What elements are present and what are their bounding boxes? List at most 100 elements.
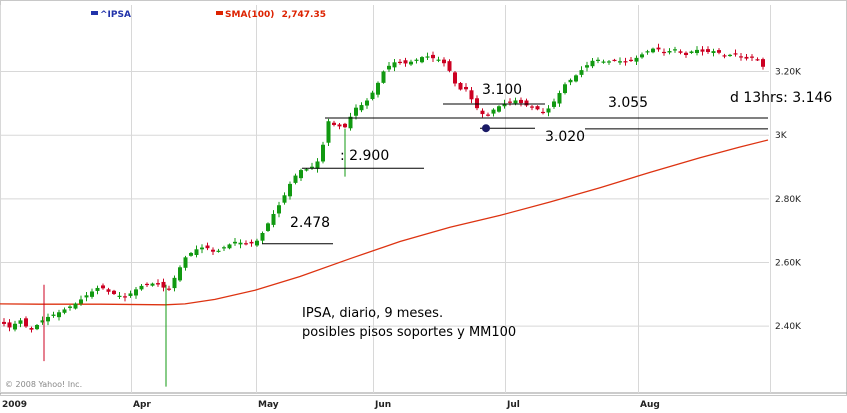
candle-up — [409, 61, 413, 65]
candle-up — [359, 105, 364, 111]
candle-down — [167, 288, 171, 290]
candle-down — [744, 56, 749, 59]
candle-down — [343, 123, 347, 128]
support-3020-label: 3.020 — [545, 129, 585, 145]
candle-up — [365, 100, 369, 106]
candle-up — [590, 60, 595, 67]
candle-up — [128, 293, 133, 296]
candle-up — [189, 252, 193, 256]
x-tick-label: Aug — [640, 400, 660, 410]
candle-up — [634, 57, 639, 62]
candle-up — [370, 92, 375, 99]
candle-up — [51, 314, 56, 316]
candle-up — [601, 61, 606, 63]
candle-down — [486, 114, 490, 116]
candle-up — [552, 101, 556, 107]
candle-up — [579, 70, 584, 75]
y-tick-label: 2.80K — [775, 195, 802, 205]
candle-up — [557, 93, 562, 104]
candle-down — [205, 245, 210, 249]
candle-up — [513, 100, 518, 104]
candle-up — [695, 49, 699, 54]
annotations: 2.478 : 2.900 3.100 3.055 3.020 d 13hrs:… — [5, 82, 832, 389]
candle-up — [288, 183, 292, 197]
candle-up — [79, 299, 83, 304]
candle-down — [244, 243, 248, 245]
candle-up — [233, 241, 237, 244]
candle-up — [200, 247, 204, 250]
candle-up — [68, 306, 72, 308]
candle-up — [150, 283, 155, 286]
intraday-3146-label: d 13hrs: 3.146 — [730, 90, 832, 106]
candle-down — [722, 55, 727, 57]
candle-up — [387, 65, 391, 70]
candle-up — [13, 323, 17, 330]
candle-down — [442, 59, 446, 64]
candle-down — [684, 52, 688, 56]
candle-down — [755, 59, 760, 61]
candle-up — [546, 108, 551, 113]
candle-down — [332, 122, 336, 125]
candle-down — [475, 98, 479, 109]
candle-down — [447, 61, 452, 71]
candle-down — [2, 321, 6, 324]
candle-up — [172, 277, 177, 289]
y-tick-label: 2.40K — [775, 322, 802, 332]
candle-up — [376, 82, 380, 95]
support-3100-label: 3.100 — [482, 82, 522, 98]
candle-up — [134, 289, 138, 296]
sma-legend-swatch — [216, 11, 223, 15]
copyright-text: © 2008 Yahoo! Inc. — [5, 380, 82, 389]
candle-down — [112, 290, 116, 295]
x-tick-label: 2009 — [2, 400, 27, 410]
candle-down — [629, 59, 633, 62]
candle-down — [29, 328, 34, 330]
candle-up — [216, 250, 221, 252]
candle-up — [18, 320, 23, 324]
candle-down — [156, 283, 160, 285]
support-2478-label: 2.478 — [290, 215, 330, 231]
candle-up — [238, 242, 243, 245]
candle-up — [222, 247, 226, 249]
candle-down — [403, 60, 408, 64]
support-lines — [262, 103, 768, 245]
candle-up — [282, 195, 287, 203]
candle-down — [717, 50, 721, 53]
chart-note-line2: posibles pisos soportes y MM100 — [302, 325, 516, 340]
candle-down — [453, 72, 457, 84]
candle-up — [304, 169, 309, 171]
candle-down — [541, 111, 545, 114]
candle-down — [161, 281, 166, 288]
candle-up — [574, 75, 578, 82]
candle-down — [700, 49, 705, 52]
svg-text:SMA(100) 2,747.35: SMA(100) 2,747.35 — [225, 10, 326, 20]
candle-down — [24, 318, 28, 327]
candle-down — [662, 51, 666, 54]
candle-up — [414, 59, 419, 61]
y-tick-label: 3.20K — [775, 68, 802, 78]
candle-up — [57, 312, 61, 318]
candle-down — [431, 54, 435, 59]
candle-up — [640, 54, 644, 58]
candle-up — [266, 223, 270, 231]
support-3055-label: 3.055 — [608, 95, 648, 111]
candle-up — [381, 71, 386, 83]
candle-down — [398, 61, 402, 64]
candle-up — [277, 205, 281, 214]
candle-down — [656, 47, 661, 50]
candle-down — [337, 124, 342, 127]
candle-up — [425, 56, 430, 58]
candle-up — [46, 316, 50, 322]
candle-up — [348, 116, 353, 129]
y-tick-label: 3K — [775, 131, 788, 141]
ipsa-legend-label: ^IPSA — [100, 10, 131, 20]
candle-up — [194, 249, 199, 256]
x-tick-label: Jul — [506, 400, 520, 410]
candle-up — [293, 175, 298, 183]
candle-down — [145, 283, 149, 286]
candle-up — [651, 48, 655, 53]
x-tick-label: Jun — [374, 400, 391, 410]
candle-up — [585, 65, 589, 68]
